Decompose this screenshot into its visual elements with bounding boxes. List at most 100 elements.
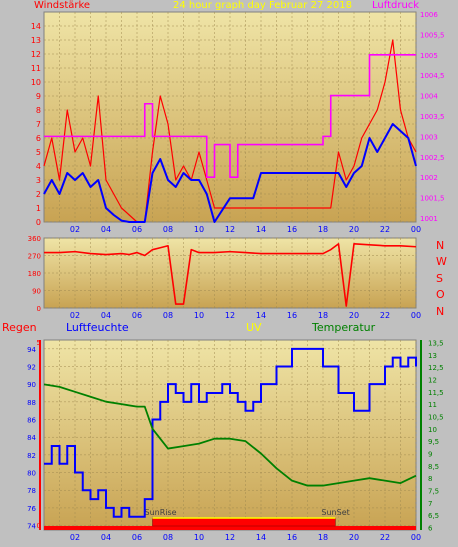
climate-x-tick-label: 06 [132, 533, 142, 542]
direction-x-tick-label: 20 [349, 311, 359, 320]
temperature-y-tick-label: 12,5 [428, 364, 444, 372]
pressure-y-tick-label: 1001,5 [420, 195, 445, 203]
pressure-y-tick-label: 1005 [420, 52, 438, 60]
wind-x-tick-label: 04 [101, 225, 111, 234]
pressure-y-tick-label: 1004 [420, 93, 438, 101]
wind-x-tick-label: 18 [318, 225, 328, 234]
wind-x-tick-label: 12 [225, 225, 235, 234]
climate-x-tick-label: 10 [194, 533, 204, 542]
temperature-y-tick-label: 8,5 [428, 463, 439, 471]
rain-y-tick-label: 5 [37, 339, 41, 347]
temperature-y-tick-label: 13,5 [428, 339, 444, 347]
wind-x-tick-label: 16 [287, 225, 297, 234]
humidity-y-tick-label: 82 [27, 452, 36, 460]
humidity-y-tick-label: 78 [27, 487, 36, 495]
climate-x-tick-label: 20 [349, 533, 359, 542]
wind-x-tick-label: 14 [256, 225, 266, 234]
page-title: 24 hour graph day Februar 27 2018 [173, 0, 352, 11]
wind-x-tick-label: 00 [411, 225, 421, 234]
wind-y-tick-label: 7 [36, 120, 41, 129]
humidity-y-tick-label: 90 [27, 381, 36, 389]
direction-x-tick-label: 14 [256, 311, 266, 320]
series-line-luftfeuchte [44, 347, 417, 518]
series-line-windmittel [43, 123, 417, 223]
wind-x-tick-label: 08 [163, 225, 173, 234]
wind-y-tick-label: 12 [31, 50, 41, 59]
series-line-windstaerke [43, 39, 417, 223]
pressure-y-tick-label: 1004,5 [420, 72, 445, 80]
wind-y-tick-label: 13 [31, 36, 41, 45]
humidity-y-tick-label: 76 [27, 505, 36, 513]
humidity-y-tick-label: 88 [27, 399, 36, 407]
sunrise-label: SunRise [145, 508, 177, 517]
pressure-y-tick-label: 1001 [420, 215, 438, 223]
temperature-y-tick-label: 7,5 [428, 488, 439, 496]
temperature-y-tick-label: 6,5 [428, 512, 439, 520]
temperature-y-tick-label: 11 [428, 401, 437, 409]
humidity-y-tick-label: 86 [27, 417, 36, 425]
temperature-y-tick-label: 10 [428, 426, 437, 434]
temperature-y-tick-label: 8 [428, 475, 432, 483]
humidity-axis-title: Luftfeuchte [66, 321, 129, 334]
humidity-y-tick-label: 74 [27, 523, 36, 531]
wind-y-tick-label: 14 [31, 22, 41, 31]
humidity-y-tick-label: 94 [27, 346, 36, 354]
climate-x-tick-label: 12 [225, 533, 235, 542]
pressure-axis-title: Luftdruck [372, 0, 420, 11]
wind-x-tick-label: 06 [132, 225, 142, 234]
temperature-y-tick-label: 9,5 [428, 438, 439, 446]
direction-label-s: S [436, 272, 443, 285]
temperature-y-tick-label: 7 [428, 500, 432, 508]
direction-x-tick-label: 08 [163, 311, 173, 320]
direction-y-tick-label: 0 [37, 305, 41, 313]
pressure-y-tick-label: 1006 [420, 11, 438, 19]
temperature-y-tick-label: 9 [428, 451, 432, 459]
direction-y-tick-label: 360 [28, 235, 41, 243]
direction-x-tick-label: 16 [287, 311, 297, 320]
pressure-y-tick-label: 1002 [420, 174, 438, 182]
humidity-y-tick-label: 84 [27, 434, 36, 442]
rain-y-tick-label: 0 [37, 522, 41, 530]
wind-y-tick-label: 4 [36, 162, 41, 171]
wind-y-tick-label: 2 [36, 190, 41, 199]
wind-x-tick-label: 02 [70, 225, 80, 234]
series-line-temperatur [43, 383, 417, 487]
temperature-y-tick-label: 13 [428, 352, 437, 360]
wind-x-tick-label: 10 [194, 225, 204, 234]
climate-x-tick-label: 08 [163, 533, 173, 542]
wind-y-tick-label: 10 [31, 78, 41, 87]
direction-x-tick-label: 00 [411, 311, 421, 320]
direction-x-tick-label: 22 [380, 311, 390, 320]
uv-axis-title: UV [246, 321, 262, 334]
wind-x-tick-label: 20 [349, 225, 359, 234]
climate-x-tick-label: 16 [287, 533, 297, 542]
series-line-windrichtung [44, 243, 417, 307]
wind-y-tick-label: 8 [36, 106, 41, 115]
direction-x-tick-label: 10 [194, 311, 204, 320]
sunset-label: SunSet [321, 508, 349, 517]
temperature-y-tick-label: 6 [428, 525, 433, 533]
rain-axis-title: Regen [2, 321, 37, 334]
climate-x-tick-label: 22 [380, 533, 390, 542]
temperature-axis-title: Temperatur [312, 321, 376, 334]
wind-y-tick-label: 11 [31, 64, 41, 73]
direction-label-n-top: N [436, 239, 445, 252]
wind-y-tick-label: 6 [36, 134, 41, 143]
temperature-y-tick-label: 12 [428, 376, 437, 384]
climate-x-tick-label: 14 [256, 533, 266, 542]
direction-y-tick-label: 90 [32, 288, 41, 296]
climate-x-tick-label: 00 [411, 533, 421, 542]
wind-axis-title: Windstärke [34, 0, 91, 11]
wind-y-tick-label: 1 [36, 204, 41, 213]
wind-y-tick-label: 5 [36, 148, 41, 157]
direction-x-tick-label: 02 [70, 311, 80, 320]
pressure-y-tick-label: 1003,5 [420, 113, 445, 121]
wind-y-tick-label: 9 [36, 92, 41, 101]
pressure-y-tick-label: 1002,5 [420, 154, 445, 162]
direction-label-w: W [436, 255, 447, 268]
direction-label-n-bottom: N [436, 305, 445, 318]
wind-y-tick-label: 3 [36, 176, 41, 185]
temperature-y-tick-label: 10,5 [428, 413, 444, 421]
direction-x-tick-label: 06 [132, 311, 142, 320]
